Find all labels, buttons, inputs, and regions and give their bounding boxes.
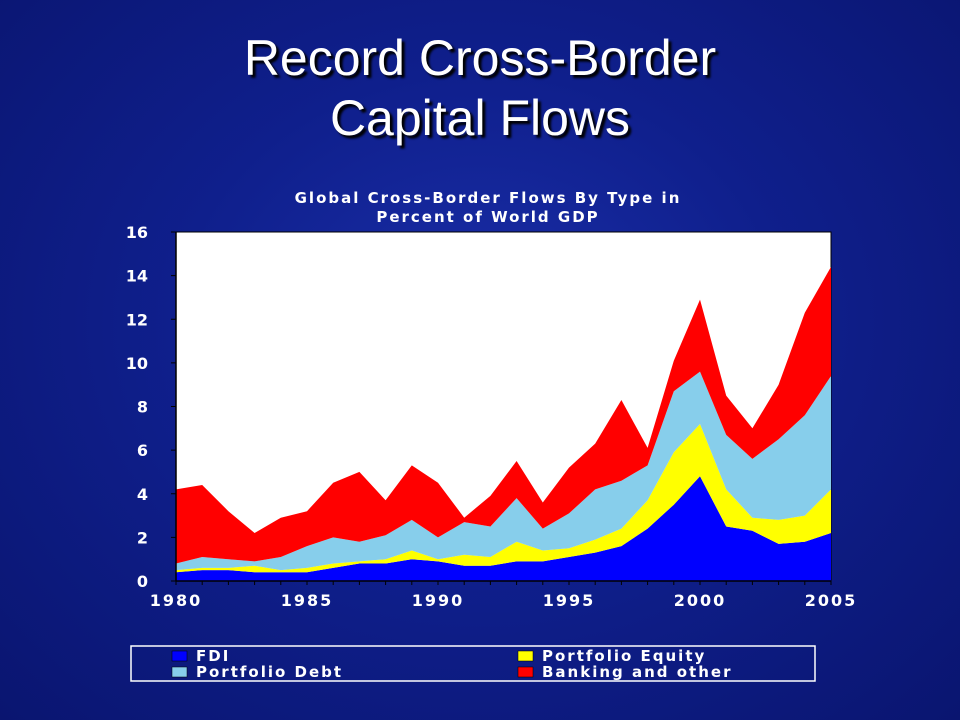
legend-box	[130, 645, 816, 682]
y-tick-label: 10	[126, 354, 148, 373]
legend-label-banking-and-other: Banking and other	[542, 663, 732, 681]
legend-label-fdi: FDI	[196, 647, 230, 665]
y-tick-label: 14	[126, 267, 148, 286]
x-tick-label: 2000	[674, 591, 727, 610]
x-tick-label: 1985	[281, 591, 334, 610]
area-portfolio-debt	[176, 371, 831, 571]
y-tick-label: 8	[137, 398, 148, 417]
slide-title-line1: Record Cross-Border	[243, 30, 717, 86]
x-tick-label: 1980	[150, 591, 203, 610]
area-fdi	[176, 476, 831, 581]
x-tick-label: 1995	[543, 591, 596, 610]
y-tick-label: 6	[137, 441, 148, 460]
slide-title-line2: Capital Flows	[329, 90, 631, 146]
area-series-group	[176, 266, 831, 581]
legend-label-portfolio-debt: Portfolio Debt	[196, 663, 343, 681]
y-tick-label: 4	[137, 485, 148, 504]
legend: FDI Portfolio Equity Portfolio Debt Banking…	[130, 645, 816, 682]
y-tick-label: 12	[126, 310, 148, 329]
chart-title-line: Percent of World GDP	[376, 208, 599, 226]
legend-label-portfolio-equity: Portfolio Equity	[542, 647, 706, 665]
axes: 0 2 4 6 8 10 12 14 16 1980 1985 1990 1995 2000 2005	[126, 223, 858, 610]
x-tick-label: 1990	[412, 591, 465, 610]
legend-swatch-portfolio-equity	[517, 650, 534, 662]
slide-title: Record Cross-Border Capital Flows	[0, 28, 960, 148]
y-tick-label: 16	[126, 223, 148, 242]
legend-swatch-fdi	[171, 650, 188, 662]
x-tick-label: 2005	[805, 591, 858, 610]
legend-swatch-portfolio-debt	[171, 666, 188, 678]
legend-swatch-banking-and-other	[517, 666, 534, 678]
y-tick-label: 2	[137, 528, 148, 547]
chart-title: Global Cross-Border Flows By Type inPerc…	[295, 189, 682, 226]
chart-title-line: Global Cross-Border Flows By Type in	[295, 189, 682, 207]
area-banking-and-other	[176, 266, 831, 564]
y-tick-label: 0	[137, 572, 148, 591]
